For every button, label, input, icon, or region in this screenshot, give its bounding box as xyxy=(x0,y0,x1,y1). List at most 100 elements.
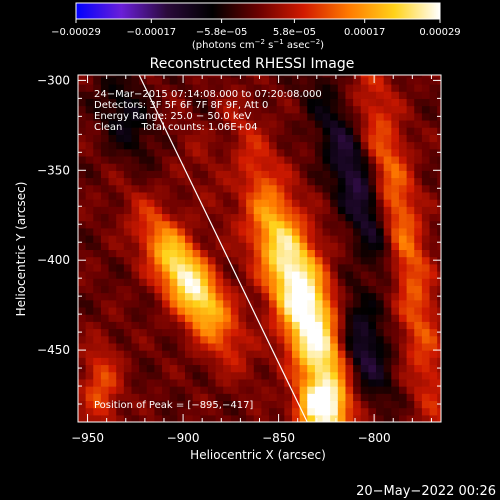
heatmap-pixel xyxy=(238,141,247,150)
heatmap-pixel xyxy=(116,278,125,286)
heatmap-pixel xyxy=(108,350,117,358)
heatmap-pixel xyxy=(414,170,423,179)
heatmap-pixel xyxy=(192,378,201,387)
heatmap-pixel xyxy=(398,270,408,279)
heatmap-pixel xyxy=(78,98,87,107)
heatmap-pixel xyxy=(284,321,293,330)
heatmap-pixel xyxy=(100,357,110,366)
heatmap-pixel xyxy=(169,371,178,380)
heatmap-pixel xyxy=(284,249,293,258)
heatmap-pixel xyxy=(391,328,400,337)
heatmap-pixel xyxy=(207,83,217,92)
heatmap-pixel xyxy=(116,386,125,394)
heatmap-pixel xyxy=(345,350,354,358)
heatmap-pixel xyxy=(238,393,247,402)
heatmap-pixel xyxy=(398,414,408,422)
heatmap-pixel xyxy=(368,119,377,128)
heatmap-pixel xyxy=(146,263,156,272)
heatmap-pixel xyxy=(154,76,163,85)
heatmap-pixel xyxy=(253,285,263,294)
heatmap-pixel xyxy=(123,141,133,150)
heatmap-pixel xyxy=(330,170,339,179)
heatmap-pixel xyxy=(116,206,125,215)
heatmap-pixel xyxy=(93,263,102,272)
heatmap-pixel xyxy=(398,220,408,229)
heatmap-pixel xyxy=(100,98,110,107)
heatmap-pixel xyxy=(429,127,438,135)
heatmap-pixel xyxy=(184,249,194,258)
heatmap-pixel xyxy=(253,213,263,222)
heatmap-pixel xyxy=(368,177,377,186)
heatmap-pixel xyxy=(322,148,331,157)
x-tick-label: −850 xyxy=(262,431,295,445)
heatmap-pixel xyxy=(162,400,171,409)
heatmap-pixel xyxy=(154,335,163,344)
heatmap-pixel xyxy=(100,335,110,344)
heatmap-pixel xyxy=(322,119,331,128)
heatmap-pixel xyxy=(93,278,102,286)
heatmap-pixel xyxy=(345,184,354,193)
heatmap-pixel xyxy=(192,407,201,416)
heatmap-pixel xyxy=(100,119,110,128)
heatmap-pixel xyxy=(123,220,133,229)
heatmap-pixel xyxy=(85,191,94,200)
heatmap-pixel xyxy=(85,256,94,265)
heatmap-pixel xyxy=(169,163,178,171)
heatmap-pixel xyxy=(353,227,362,236)
heatmap-pixel xyxy=(421,414,431,422)
heatmap-pixel xyxy=(269,378,278,387)
heatmap-pixel xyxy=(169,242,178,250)
heatmap-pixel xyxy=(383,378,392,387)
heatmap-pixel xyxy=(139,134,148,143)
heatmap-pixel xyxy=(376,335,385,344)
heatmap-pixel xyxy=(261,141,270,150)
heatmap-pixel xyxy=(322,256,331,265)
x-tick-label: −900 xyxy=(167,431,200,445)
heatmap-pixel xyxy=(284,191,293,200)
heatmap-pixel xyxy=(261,105,270,114)
heatmap-pixel xyxy=(162,393,171,402)
heatmap-pixel xyxy=(406,155,415,164)
heatmap-pixel xyxy=(100,220,110,229)
heatmap-pixel xyxy=(223,350,232,358)
heatmap-pixel xyxy=(238,249,247,258)
heatmap-pixel xyxy=(383,292,392,301)
heatmap-pixel xyxy=(131,306,140,315)
heatmap-pixel xyxy=(291,407,301,416)
heatmap-pixel xyxy=(276,393,285,402)
heatmap-pixel xyxy=(314,364,324,373)
heatmap-pixel xyxy=(177,213,186,222)
heatmap-pixel xyxy=(200,184,209,193)
heatmap-pixel xyxy=(146,148,156,157)
heatmap-pixel xyxy=(421,306,431,315)
heatmap-pixel xyxy=(177,414,186,422)
heatmap-pixel xyxy=(269,386,278,394)
heatmap-pixel xyxy=(360,378,369,387)
y-tick-label: −400 xyxy=(37,253,70,267)
heatmap-pixel xyxy=(376,357,385,366)
heatmap-pixel xyxy=(314,199,324,207)
heatmap-pixel xyxy=(421,270,431,279)
heatmap-pixel xyxy=(345,119,354,128)
heatmap-pixel xyxy=(360,321,369,330)
heatmap-pixel xyxy=(391,299,400,308)
heatmap-pixel xyxy=(246,184,255,193)
heatmap-pixel xyxy=(93,184,102,193)
heatmap-pixel xyxy=(146,170,156,179)
heatmap-pixel xyxy=(162,335,171,344)
heatmap-pixel xyxy=(414,242,423,250)
heatmap-pixel xyxy=(406,357,415,366)
heatmap-pixel xyxy=(322,350,331,358)
heatmap-pixel xyxy=(184,378,194,387)
heatmap-pixel xyxy=(207,75,217,78)
heatmap-pixel xyxy=(368,306,377,315)
heatmap-pixel xyxy=(429,285,438,294)
heatmap-pixel xyxy=(322,306,331,315)
heatmap-pixel xyxy=(291,191,301,200)
heatmap-pixel xyxy=(398,170,408,179)
heatmap-pixel xyxy=(116,75,125,78)
heatmap-pixel xyxy=(368,170,377,179)
heatmap-pixel xyxy=(269,127,278,135)
heatmap-pixel xyxy=(230,199,240,207)
heatmap-pixel xyxy=(207,278,217,286)
